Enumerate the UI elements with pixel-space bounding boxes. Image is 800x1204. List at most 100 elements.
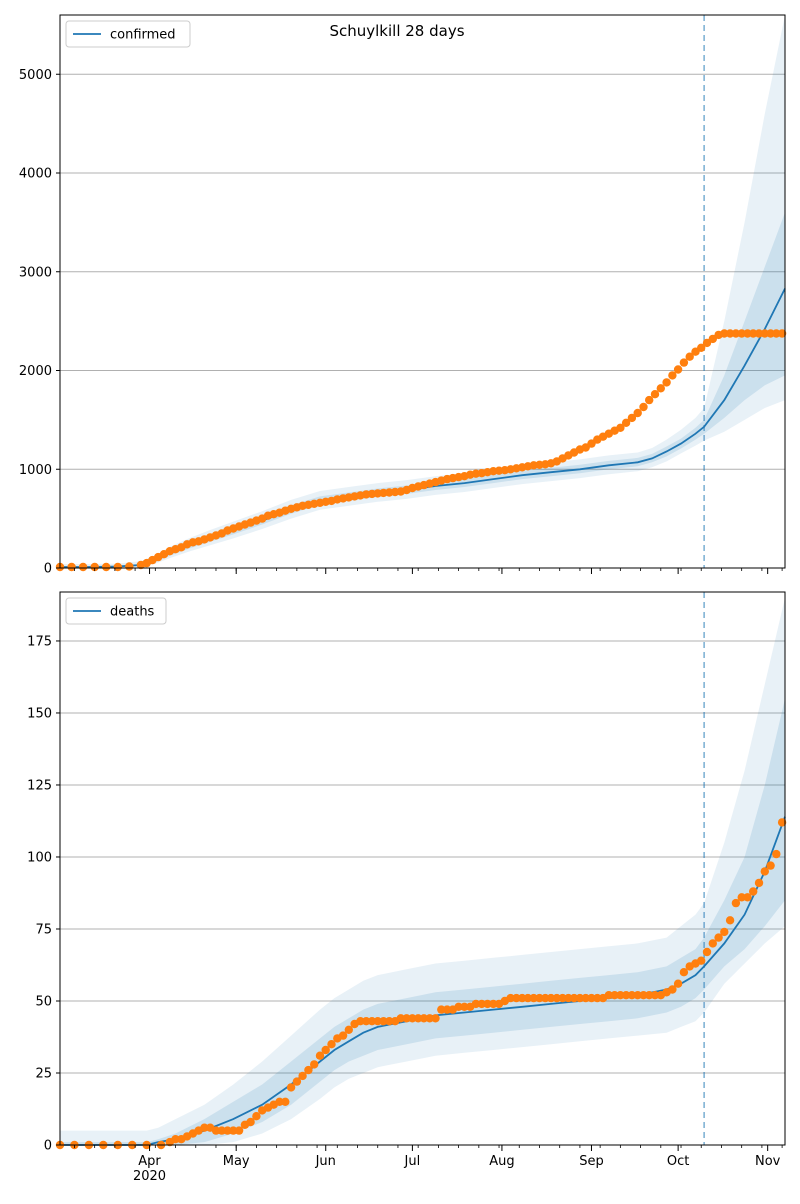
observed-point (668, 985, 677, 994)
observed-point (720, 927, 729, 937)
observed-point (772, 849, 781, 859)
observed-point (777, 329, 787, 338)
figure-title: Schuylkill 28 days (329, 22, 464, 40)
observed-point (78, 562, 88, 572)
axes-frame (59, 591, 786, 1146)
observed-point (529, 993, 538, 1003)
observed-point (483, 999, 492, 1009)
observed-point (743, 893, 752, 902)
observed-point (673, 365, 683, 374)
panel-deaths: 0 25 50 75 100 125 150 175 Apr May Jun Jul Aug Sep Oct… (27, 591, 787, 1184)
y-tick-label: 0 (44, 562, 52, 577)
observed-point (697, 956, 706, 965)
observed-point (702, 947, 712, 957)
observed-point (679, 358, 689, 367)
x-tick-label: Apr (138, 1154, 161, 1169)
y-tick-label: 4000 (19, 167, 52, 182)
observed-point (616, 423, 625, 432)
observed-point (385, 1017, 394, 1026)
observed-point (338, 1031, 348, 1040)
observed-point (720, 329, 729, 338)
observed-point (535, 993, 544, 1003)
x-tick-label: Sep (579, 1154, 604, 1169)
legend-label: confirmed (110, 28, 176, 43)
observed-point (697, 343, 706, 352)
observed-point (315, 1051, 325, 1060)
axes-frame (59, 14, 786, 569)
legend: deaths (65, 597, 167, 625)
observed-point (610, 991, 619, 1000)
observed-point (668, 371, 677, 380)
legend-box (65, 597, 167, 625)
observed-point (604, 991, 613, 1000)
observed-point (754, 878, 764, 888)
observed-point (454, 1002, 463, 1011)
y-tick-label: 0 (44, 1139, 52, 1154)
observed-point (737, 329, 746, 338)
y-tick-label: 3000 (19, 265, 52, 280)
y-tick-label: 150 (27, 706, 52, 721)
y-tick-label: 1000 (19, 463, 52, 478)
x-tick-label: Aug (489, 1154, 514, 1169)
observed-point (246, 1117, 255, 1127)
observed-point (321, 1045, 330, 1055)
observed-point (425, 1014, 434, 1023)
observed-point (656, 384, 665, 393)
observed-point (749, 329, 758, 338)
legend-box (65, 20, 191, 48)
observed-point (211, 1126, 221, 1135)
observed-point (304, 1065, 313, 1075)
legend-label: deaths (110, 605, 155, 620)
observed-point (552, 993, 561, 1003)
observed-point (234, 1126, 244, 1135)
x-year-label: 2020 (133, 1169, 166, 1184)
observed-point (662, 378, 671, 387)
observed-point (362, 1017, 371, 1026)
observed-point (477, 999, 486, 1009)
y-tick-label: 175 (27, 634, 52, 649)
observed-point (102, 562, 111, 572)
observed-point (760, 329, 769, 338)
y-tick-label: 125 (27, 778, 52, 793)
y-tick-label: 5000 (19, 68, 52, 83)
observed-point (281, 1097, 290, 1107)
panel-confirmed: 0 1000 2000 3000 4000 5000 confirmed (19, 14, 787, 577)
observed-point (633, 991, 642, 1000)
observed-point (633, 408, 642, 418)
observed-point (558, 993, 567, 1003)
observed-point (581, 993, 590, 1003)
observed-point (679, 968, 689, 977)
observed-point (731, 329, 741, 338)
observed-point (587, 993, 596, 1003)
observed-point (292, 1077, 302, 1086)
observed-point (223, 1126, 232, 1135)
observed-point (327, 1040, 336, 1049)
observed-point (310, 1060, 319, 1069)
observed-point (621, 991, 631, 1000)
observed-point (512, 993, 521, 1003)
observed-point (725, 329, 735, 338)
x-tick-label: Oct (667, 1154, 689, 1169)
y-tick-label: 2000 (19, 364, 52, 379)
observed-point (113, 562, 123, 572)
observed-point (373, 1017, 382, 1026)
y-tick-label: 100 (27, 850, 52, 865)
observed-point (252, 1112, 261, 1121)
observed-point (344, 1025, 353, 1035)
observed-point (645, 991, 654, 1000)
observed-point (298, 1071, 307, 1081)
observed-point (356, 1017, 365, 1026)
observed-point (650, 390, 660, 399)
y-tick-label: 50 (35, 994, 52, 1009)
observed-point (731, 898, 741, 908)
y-tick-label: 25 (35, 1066, 52, 1081)
observed-point (229, 1126, 238, 1135)
observed-point (408, 1014, 417, 1023)
observed-point (402, 1014, 411, 1023)
observed-point (67, 562, 76, 572)
observed-point (431, 1014, 440, 1023)
observed-point (523, 993, 533, 1003)
observed-point (708, 939, 717, 948)
